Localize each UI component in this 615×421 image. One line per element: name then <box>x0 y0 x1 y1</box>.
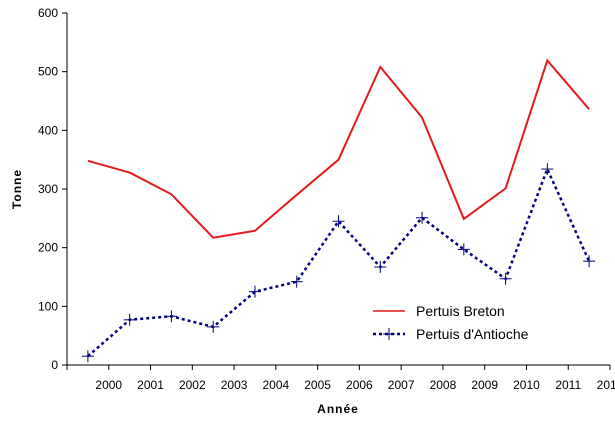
x-axis-ticks: 2000 2001 2002 2003 2004 2005 2006 2007 2008 2009… <box>66 365 615 392</box>
y-tick-label: 200 <box>38 241 58 255</box>
data-point-pertuis-antioche <box>165 310 178 323</box>
x-tick-label: 2004 <box>262 378 289 392</box>
data-point-pertuis-antioche <box>416 211 429 224</box>
x-tick-label: 2008 <box>430 378 457 392</box>
x-axis-title: Année <box>317 402 359 416</box>
y-axis-title: Tonne <box>10 169 24 209</box>
y-tick-label: 300 <box>38 182 58 196</box>
x-tick-label: 2001 <box>137 378 164 392</box>
x-tick-label: 2002 <box>179 378 206 392</box>
series-line-pertuis-breton <box>87 58 590 239</box>
x-tick-label: 2010 <box>513 378 540 392</box>
y-tick-label: 600 <box>38 6 58 20</box>
y-tick-label: 0 <box>51 358 58 372</box>
data-point-pertuis-antioche <box>583 255 596 268</box>
y-tick-label: 400 <box>38 123 58 137</box>
data-point-pertuis-antioche <box>499 272 512 285</box>
legend-marker-pertuis-antioche <box>383 328 395 340</box>
x-tick-label: 2012 <box>597 378 615 392</box>
x-tick-label: 2005 <box>304 378 331 392</box>
x-tick-label: 2007 <box>388 378 415 392</box>
axes <box>66 13 610 366</box>
y-tick-label: 500 <box>38 65 58 79</box>
data-point-pertuis-antioche <box>123 313 136 326</box>
legend: Pertuis Breton Pertuis d'Antioche <box>373 303 529 342</box>
legend-plus-marker <box>383 328 395 340</box>
legend-label-pertuis-breton: Pertuis Breton <box>416 303 505 319</box>
data-point-pertuis-antioche <box>332 215 345 228</box>
x-tick-label: 2000 <box>95 378 122 392</box>
data-point-pertuis-antioche <box>457 243 470 256</box>
data-point-pertuis-antioche <box>248 285 261 298</box>
y-axis-ticks: 0 100 200 300 400 500 600 <box>38 6 67 372</box>
legend-label-pertuis-antioche: Pertuis d'Antioche <box>416 326 529 342</box>
x-tick-label: 2003 <box>221 378 248 392</box>
x-tick-label: 2011 <box>555 378 581 392</box>
data-point-pertuis-antioche <box>374 261 387 274</box>
y-tick-label: 100 <box>38 299 58 313</box>
x-tick-label: 2006 <box>346 378 373 392</box>
series-group <box>81 58 596 363</box>
data-point-pertuis-antioche <box>207 320 220 333</box>
data-point-pertuis-antioche <box>541 163 554 176</box>
data-point-pertuis-antioche <box>81 350 94 363</box>
data-point-pertuis-antioche <box>290 275 303 288</box>
x-tick-label: 2009 <box>471 378 498 392</box>
